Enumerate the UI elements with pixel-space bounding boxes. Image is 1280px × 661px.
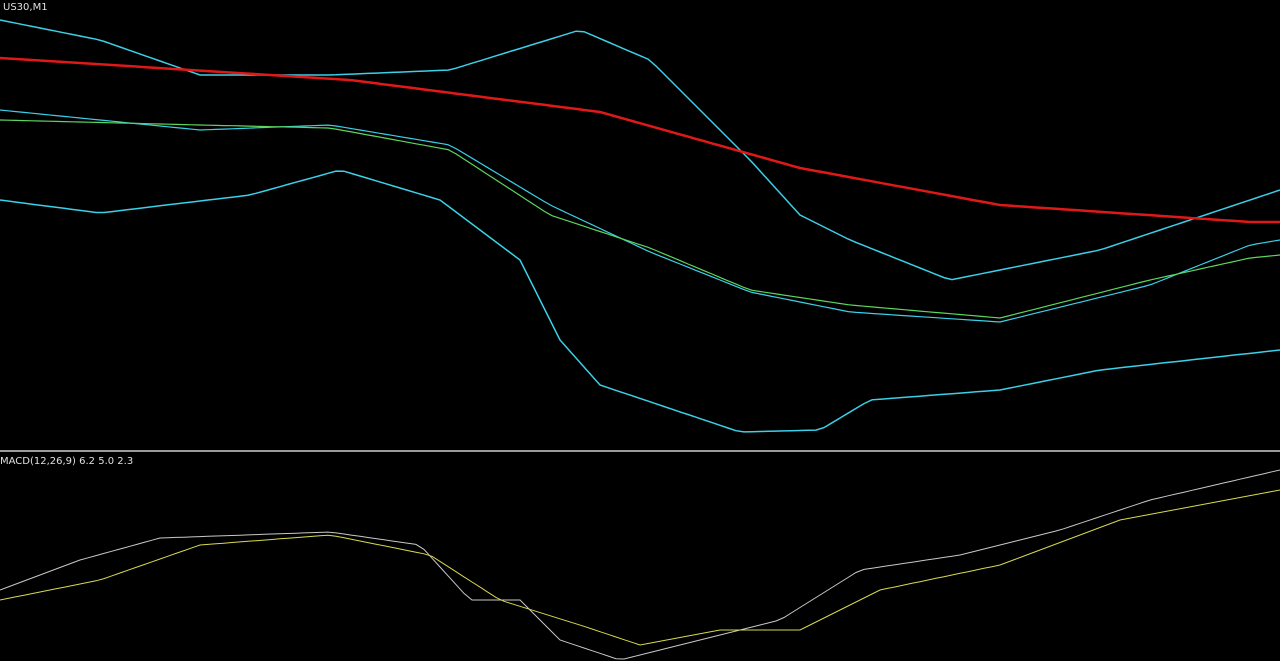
bollinger-upper [0, 19, 1280, 281]
moving-average-green [0, 119, 1280, 319]
price-pane [0, 19, 1280, 433]
bollinger-middle [0, 109, 1280, 323]
symbol-label: US30,M1 [3, 2, 48, 13]
bollinger-lower [0, 170, 1280, 433]
indicator-label: MACD(12,26,9) 6.2 5.0 2.3 [0, 456, 133, 467]
macd-pane [0, 469, 1280, 660]
macd-signal-line [0, 489, 1280, 646]
macd-main-line [0, 469, 1280, 660]
moving-average-red [0, 56, 1280, 224]
